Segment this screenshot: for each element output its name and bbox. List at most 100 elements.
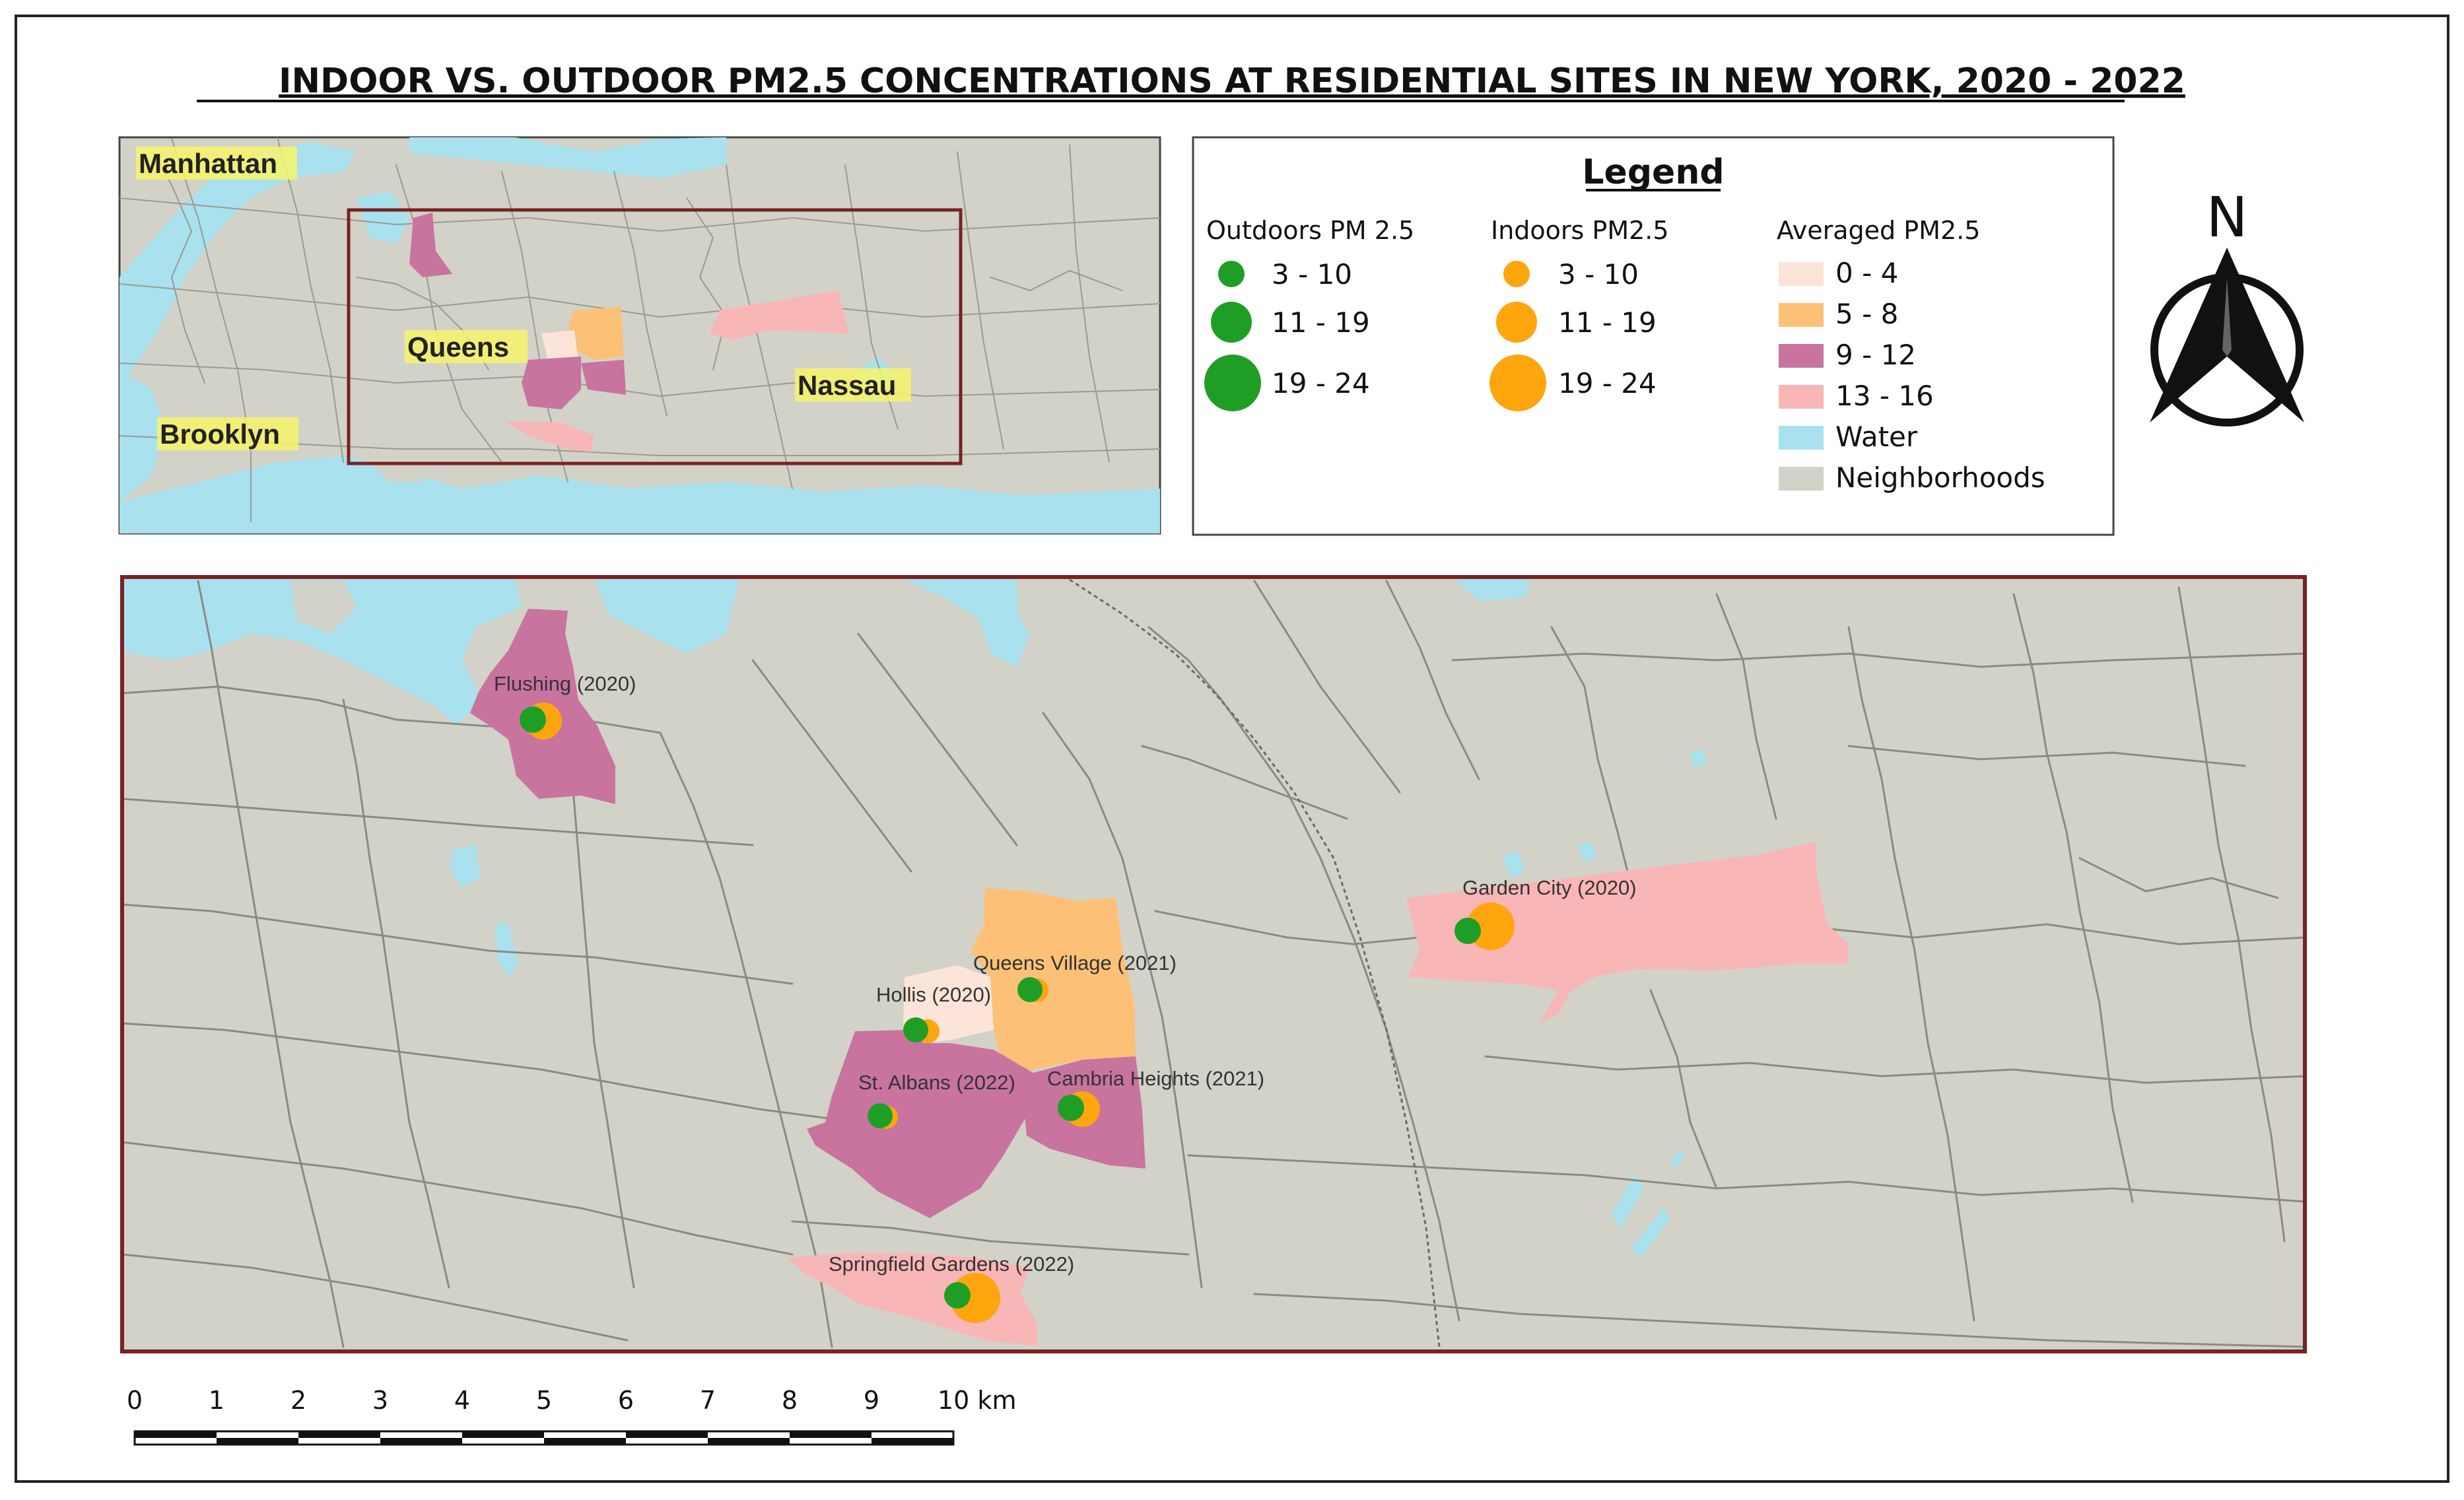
garden-city-indoor-marker [1467, 903, 1515, 950]
overview-north-bay [409, 137, 726, 178]
flushing-site-label: Flushing (2020) [494, 672, 636, 695]
legend-indoor-medium-circle [1496, 302, 1537, 343]
legend-outdoor-medium-circle [1211, 302, 1252, 343]
main-map: Flushing (2020) Garden City (2020) Queen… [120, 575, 2307, 1353]
queens-label: Queens [407, 331, 509, 362]
overview-garden-city [710, 290, 848, 340]
main-boundaries [122, 580, 2305, 1348]
overview-jamaica-bay [120, 456, 1160, 533]
legend-swatch-label: 9 - 12 [1835, 339, 1916, 371]
overview-hollis [541, 330, 578, 360]
manhattan-label-highlight [136, 147, 297, 180]
main-water-pond-6 [1690, 749, 1707, 767]
legend-averaged-swatches: 0 - 4 5 - 8 9 - 12 13 - 16 Water Neighborhood… [1779, 257, 2045, 494]
main-water-northwest-islet [291, 581, 357, 634]
legend-indoor-heading: Indoors PM2.5 [1491, 216, 1669, 245]
main-water-north-right-b [977, 594, 1030, 667]
flushing-outdoor-marker [520, 706, 546, 733]
legend-swatch-water [1779, 426, 1824, 450]
main-water-pond-5 [1578, 842, 1596, 862]
legend-swatch-label: Neighborhoods [1835, 461, 2045, 494]
scale-bar-segment [626, 1431, 708, 1438]
hollis-site-label: Hollis (2020) [876, 983, 991, 1006]
garden-city-site-label: Garden City (2020) [1462, 876, 1637, 899]
legend-swatch-5-8 [1779, 303, 1824, 327]
legend-title: Legend [1582, 153, 1724, 192]
scale-bar-segment [135, 1431, 217, 1438]
overview-cambria-heights [581, 360, 626, 395]
scale-bar-tick-label: 9 [864, 1386, 879, 1415]
queens-village-polygon [971, 888, 1136, 1073]
scale-bar-tick-label: 5 [536, 1386, 552, 1415]
legend-outdoor-large-circle [1204, 355, 1261, 411]
st-albans-polygon [807, 1030, 1033, 1218]
overview-map: Manhattan Queens Brooklyn Nassau [118, 136, 1161, 535]
legend-outdoor-class-3: 19 - 24 [1272, 367, 1370, 399]
scale-bar-segment [217, 1438, 298, 1445]
cambria-heights-outdoor-marker [1058, 1095, 1084, 1121]
overview-st-albans [522, 357, 581, 409]
scale-bar-tick-label: 1 [209, 1386, 224, 1415]
legend-swatch-label: Water [1835, 421, 1918, 453]
scale-bar: 0 1 2 3 4 5 6 7 8 9 10 km [127, 1386, 1017, 1446]
manhattan-label: Manhattan [139, 148, 277, 179]
legend-swatch-label: 5 - 8 [1835, 298, 1898, 330]
legend-swatch-label: 0 - 4 [1835, 257, 1898, 289]
brooklyn-label-highlight [157, 417, 298, 450]
overview-springfield-gardens [505, 421, 594, 452]
overview-extent-rectangle [347, 208, 963, 465]
main-water-northwest [122, 577, 522, 726]
scale-bar-tick-label: 0 [127, 1386, 143, 1415]
scale-bar-segment [298, 1438, 380, 1445]
legend-panel: Legend Outdoors PM 2.5 3 - 10 11 - 19 19… [1192, 136, 2115, 536]
springfield-gardens-site-label: Springfield Gardens (2022) [829, 1252, 1074, 1276]
legend-indoor-class-1: 3 - 10 [1558, 258, 1639, 290]
nassau-label-highlight [795, 368, 911, 401]
hollis-outdoor-marker [903, 1017, 928, 1042]
legend-swatch-0-4 [1779, 262, 1824, 286]
scale-bar-tick-label: 4 [454, 1386, 470, 1415]
north-arrow-highlight [2222, 277, 2232, 357]
scale-bar-segment [790, 1438, 872, 1445]
scale-bar-tick-labels: 0 1 2 3 4 5 6 7 8 9 10 km [127, 1386, 1017, 1415]
main-water-channel-2 [1631, 1208, 1670, 1258]
overview-bay-detail [370, 449, 436, 482]
scale-bar-segment [872, 1431, 953, 1438]
map-title: INDOOR VS. OUTDOOR PM2.5 CONCENTRATIONS … [279, 61, 2185, 101]
main-water-north-center [594, 577, 739, 654]
st-albans-site-label: St. Albans (2022) [858, 1071, 1015, 1094]
legend-swatch-9-12 [1779, 344, 1824, 368]
cambria-heights-site-label: Cambria Heights (2021) [1047, 1067, 1264, 1090]
legend-swatch-neighborhoods [1779, 467, 1824, 491]
scale-bar-tick-label: 7 [700, 1386, 716, 1415]
scale-bar-segment [626, 1438, 708, 1445]
legend-averaged-heading: Averaged PM2.5 [1777, 216, 1980, 245]
scale-bar-tick-label: 2 [291, 1386, 306, 1415]
legend-outdoor-class-1: 3 - 10 [1272, 258, 1352, 290]
main-water-pond-4 [1502, 852, 1525, 878]
st-albans-outdoor-marker [868, 1103, 893, 1128]
scale-bar-segment [790, 1431, 872, 1438]
scale-bar-tick-label: 8 [782, 1386, 798, 1415]
overview-queens-village [568, 307, 624, 360]
garden-city-polygon [1406, 842, 1849, 1023]
scale-bar-segments [133, 1430, 955, 1446]
scale-bar-segment [298, 1431, 380, 1438]
scale-bar-segment [872, 1438, 953, 1445]
scale-bar-segment [135, 1438, 217, 1445]
legend-outdoor-heading: Outdoors PM 2.5 [1206, 216, 1414, 245]
scale-bar-segment [217, 1431, 298, 1438]
scale-bar-segment [380, 1431, 462, 1438]
springfield-gardens-outdoor-marker [944, 1282, 971, 1309]
queens-label-highlight [405, 330, 528, 363]
legend-indoor-class-3: 19 - 24 [1558, 367, 1657, 399]
scale-bar-border [133, 1430, 955, 1446]
north-arrow: N [2150, 185, 2304, 426]
north-arrow-label: N [2207, 185, 2248, 250]
queens-village-outdoor-marker [1017, 977, 1043, 1002]
queens-village-site-label: Queens Village (2021) [973, 951, 1177, 974]
scale-bar-segment [462, 1431, 544, 1438]
scale-bar-segment [708, 1438, 790, 1445]
brooklyn-label: Brooklyn [160, 419, 280, 450]
